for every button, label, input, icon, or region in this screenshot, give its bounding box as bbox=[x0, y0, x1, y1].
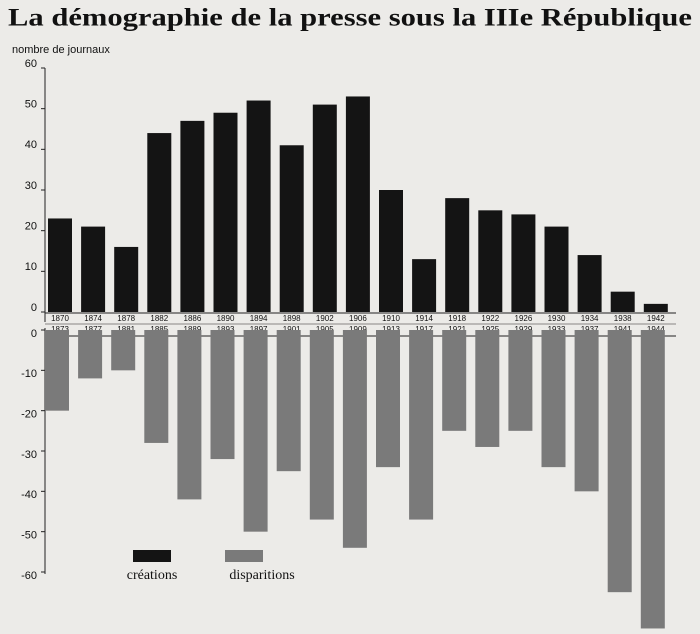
x-tick-label: 1881 bbox=[117, 325, 135, 334]
bar bbox=[279, 145, 304, 312]
x-tick-label: 1877 bbox=[84, 325, 102, 334]
bar bbox=[577, 255, 602, 312]
y2-tick-label: 0 bbox=[31, 328, 37, 340]
bar bbox=[643, 303, 668, 312]
x-tick-label: 1938 bbox=[614, 314, 632, 323]
x-tick-label: 1926 bbox=[515, 314, 533, 323]
bar bbox=[147, 133, 172, 312]
bar bbox=[312, 104, 337, 312]
x-tick-label: 1894 bbox=[250, 314, 268, 323]
x-tick-label: 1922 bbox=[481, 314, 499, 323]
x-tick-label: 1913 bbox=[382, 325, 400, 334]
bar bbox=[412, 259, 437, 312]
x-tick-label: 1886 bbox=[184, 314, 202, 323]
x-tick-label: 1889 bbox=[184, 325, 202, 334]
bar bbox=[544, 226, 569, 312]
y-tick-label: 40 bbox=[25, 139, 37, 151]
x-tick-label: 1921 bbox=[448, 325, 466, 334]
bar bbox=[541, 330, 566, 468]
y2-tick-label: -60 bbox=[21, 570, 37, 582]
bar bbox=[345, 96, 370, 312]
bar bbox=[111, 330, 136, 371]
bar bbox=[243, 330, 268, 532]
x-tick-label: 1941 bbox=[614, 325, 632, 334]
bar bbox=[144, 330, 169, 443]
x-tick-label: 1910 bbox=[382, 314, 400, 323]
y2-tick-label: -40 bbox=[21, 489, 37, 501]
bar bbox=[640, 330, 665, 629]
y-axis-label: nombre de journaux bbox=[12, 44, 110, 56]
x-tick-label: 1909 bbox=[349, 325, 367, 334]
bar bbox=[376, 330, 400, 468]
y-tick-label: 60 bbox=[25, 58, 37, 70]
x-tick-label: 1874 bbox=[84, 314, 102, 323]
bar bbox=[445, 198, 470, 312]
y-tick-label: 10 bbox=[25, 261, 37, 273]
bar bbox=[478, 210, 503, 312]
bar bbox=[81, 226, 106, 312]
x-tick-label: 1944 bbox=[647, 325, 665, 334]
x-tick-label: 1917 bbox=[415, 325, 433, 334]
bar bbox=[246, 100, 271, 313]
bar bbox=[475, 330, 500, 447]
x-tick-label: 1933 bbox=[548, 325, 566, 334]
bar bbox=[342, 330, 367, 548]
x-tick-label: 1902 bbox=[316, 314, 334, 323]
y-tick-label: 30 bbox=[25, 180, 37, 192]
bar bbox=[508, 330, 533, 431]
x-tick-label: 1890 bbox=[217, 314, 235, 323]
x-tick-label: 1873 bbox=[51, 325, 69, 334]
bar bbox=[574, 330, 599, 492]
bar bbox=[276, 330, 301, 472]
bar bbox=[210, 330, 235, 460]
bar bbox=[180, 120, 205, 312]
bar bbox=[442, 330, 467, 431]
legend-swatch bbox=[225, 550, 263, 562]
bar bbox=[213, 112, 238, 312]
bar bbox=[177, 330, 202, 500]
bar bbox=[379, 190, 403, 312]
bar bbox=[114, 246, 139, 312]
bar bbox=[511, 214, 536, 312]
bar bbox=[78, 330, 103, 379]
x-tick-label: 1893 bbox=[217, 325, 235, 334]
x-tick-label: 1905 bbox=[316, 325, 334, 334]
y2-tick-label: -10 bbox=[21, 368, 37, 380]
x-tick-label: 1929 bbox=[515, 325, 533, 334]
legend-label: disparitions bbox=[229, 568, 294, 583]
x-tick-label: 1901 bbox=[283, 325, 301, 334]
x-tick-label: 1942 bbox=[647, 314, 665, 323]
y2-tick-label: -30 bbox=[21, 449, 37, 461]
bar bbox=[309, 330, 334, 520]
legend-swatch bbox=[133, 550, 171, 562]
y-tick-label: 50 bbox=[25, 99, 37, 111]
x-tick-label: 1898 bbox=[283, 314, 301, 323]
bar bbox=[409, 330, 434, 520]
bar bbox=[48, 218, 72, 312]
legend-label: créations bbox=[127, 568, 178, 583]
chart-title: La démographie de la presse sous la IIIe… bbox=[8, 5, 692, 32]
y2-tick-label: -20 bbox=[21, 409, 37, 421]
x-tick-label: 1906 bbox=[349, 314, 367, 323]
x-tick-label: 1878 bbox=[117, 314, 135, 323]
bar bbox=[45, 330, 69, 411]
x-tick-label: 1930 bbox=[548, 314, 566, 323]
x-tick-label: 1914 bbox=[415, 314, 433, 323]
x-tick-label: 1934 bbox=[581, 314, 599, 323]
x-tick-label: 1885 bbox=[150, 325, 168, 334]
y2-tick-label: -50 bbox=[21, 530, 37, 542]
x-tick-label: 1870 bbox=[51, 314, 69, 323]
y-tick-label: 0 bbox=[31, 302, 37, 314]
x-tick-label: 1918 bbox=[448, 314, 466, 323]
x-tick-label: 1937 bbox=[581, 325, 599, 334]
bar bbox=[607, 330, 632, 593]
x-tick-label: 1882 bbox=[150, 314, 168, 323]
y-tick-label: 20 bbox=[25, 221, 37, 233]
x-tick-label: 1925 bbox=[481, 325, 499, 334]
bar bbox=[610, 291, 635, 312]
x-tick-label: 1897 bbox=[250, 325, 268, 334]
